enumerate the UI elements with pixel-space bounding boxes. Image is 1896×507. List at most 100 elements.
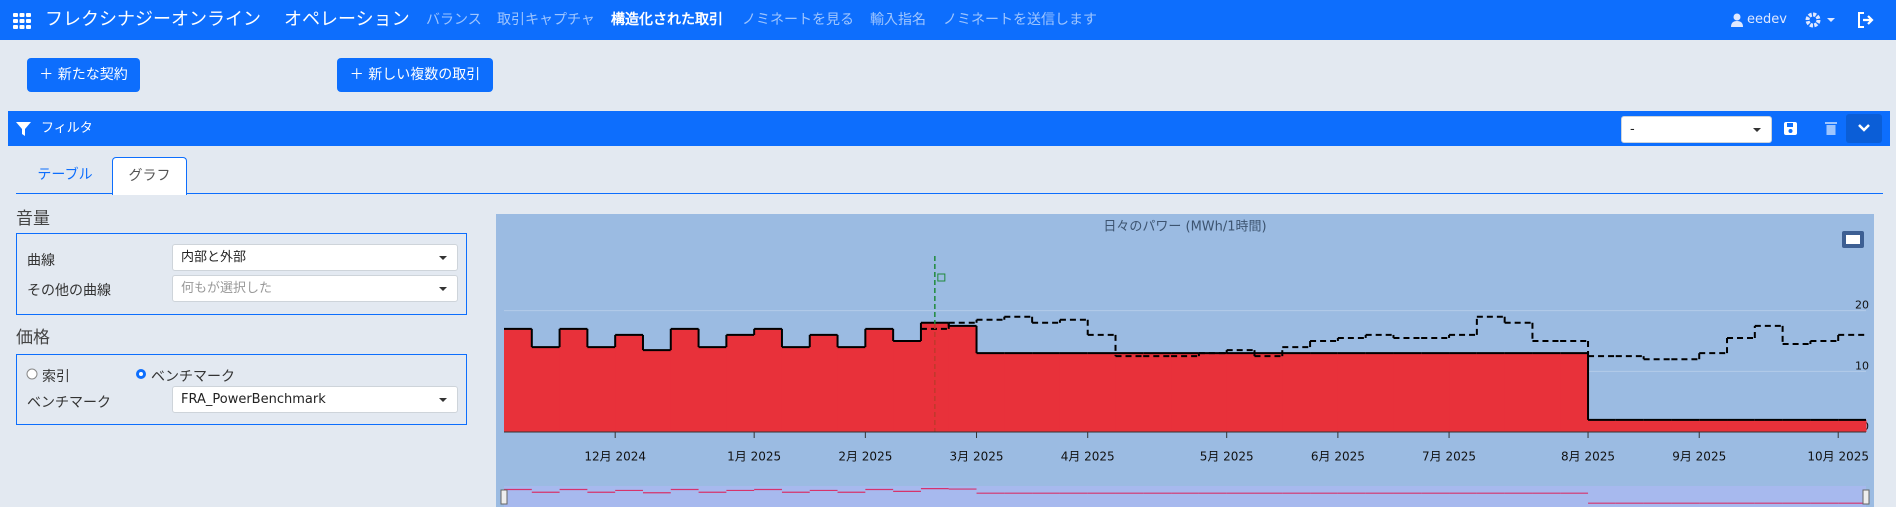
select-value: FRA_PowerBenchmark bbox=[181, 392, 326, 407]
nav-link[interactable]: 構造化された取引 bbox=[611, 12, 723, 28]
filter-select[interactable]: - bbox=[1621, 116, 1772, 143]
user-icon bbox=[1731, 13, 1743, 27]
filter-bar: フィルタ - bbox=[8, 111, 1890, 146]
radio[interactable] bbox=[26, 368, 38, 380]
nav-link[interactable]: ノミネートを見る bbox=[742, 12, 854, 28]
nav-link[interactable]: 取引キャプチャ bbox=[497, 12, 595, 28]
area-segment bbox=[1838, 419, 1867, 432]
area-segment bbox=[754, 328, 783, 432]
area-segment bbox=[1504, 353, 1533, 432]
area-segment bbox=[1532, 353, 1561, 432]
field-label: 曲線 bbox=[27, 253, 55, 269]
area-segment bbox=[1337, 353, 1367, 432]
x-tick-label: 8月 2025 bbox=[1561, 450, 1615, 464]
area-segment bbox=[809, 334, 839, 432]
save-icon[interactable] bbox=[1784, 122, 1797, 135]
new-contract-button[interactable]: ＋ 新たな契約 bbox=[27, 58, 140, 92]
x-tick-label: 7月 2025 bbox=[1422, 450, 1476, 464]
button-label: 新しい複数の取引 bbox=[368, 67, 481, 83]
area-segment bbox=[531, 347, 561, 432]
area-segment bbox=[837, 347, 866, 432]
navigator-handle bbox=[500, 489, 508, 505]
area-segment bbox=[1282, 353, 1311, 432]
collapse-button[interactable] bbox=[1846, 114, 1882, 143]
field-label: その他の曲線 bbox=[27, 283, 111, 299]
filter-icon bbox=[16, 122, 31, 136]
brand[interactable]: フレクシナジーオンライン bbox=[45, 9, 261, 30]
area-segment bbox=[1115, 353, 1144, 432]
area-segment bbox=[781, 347, 811, 432]
y-tick-label: 20 bbox=[1855, 299, 1869, 312]
benchmark-select[interactable]: FRA_PowerBenchmark bbox=[172, 386, 458, 413]
area-segment bbox=[1393, 353, 1422, 432]
area-segment bbox=[976, 353, 1005, 432]
area-segment bbox=[1059, 353, 1089, 432]
area-segment bbox=[1615, 419, 1645, 432]
x-tick-label: 6月 2025 bbox=[1311, 450, 1365, 464]
new-trades-button[interactable]: ＋ 新しい複数の取引 bbox=[337, 58, 493, 92]
x-tick-label: 2月 2025 bbox=[838, 450, 892, 464]
field-label: ベンチマーク bbox=[27, 395, 111, 411]
settings-menu[interactable] bbox=[1805, 12, 1837, 28]
button-label: 新たな契約 bbox=[57, 67, 128, 83]
area-segment bbox=[1810, 419, 1839, 432]
area-segment bbox=[642, 350, 672, 432]
area-segment bbox=[1032, 353, 1061, 432]
chart-title: 日々のパワー (MWh/1時間) bbox=[1103, 220, 1266, 235]
tab[interactable]: テーブル bbox=[37, 167, 93, 183]
curve-select[interactable]: 内部と外部 bbox=[172, 244, 458, 271]
filter-selected: - bbox=[1630, 122, 1635, 137]
nav-link[interactable]: ノミネートを送信します bbox=[943, 12, 1097, 28]
area-segment bbox=[1560, 353, 1589, 432]
x-tick-label: 5月 2025 bbox=[1200, 450, 1254, 464]
area-segment bbox=[948, 325, 978, 432]
area-segment bbox=[1087, 353, 1117, 432]
x-tick-label: 4月 2025 bbox=[1061, 450, 1115, 464]
navbar: フレクシナジーオンライン オペレーション バランス 取引キャプチャ 構造化された… bbox=[0, 0, 1896, 40]
x-tick-label: 1月 2025 bbox=[727, 450, 781, 464]
area-segment bbox=[1143, 353, 1172, 432]
x-tick-label: 12月 2024 bbox=[584, 450, 646, 464]
delete-icon[interactable] bbox=[1825, 121, 1837, 135]
y-tick-label: 10 bbox=[1855, 359, 1869, 372]
area-segment bbox=[1226, 353, 1255, 432]
area-segment bbox=[1643, 419, 1672, 432]
radio-label[interactable]: ベンチマーク bbox=[151, 369, 235, 385]
section-title: 音量 bbox=[16, 209, 50, 229]
area-segment bbox=[1004, 353, 1033, 432]
today-flag bbox=[937, 273, 946, 282]
filter-title[interactable]: フィルタ bbox=[41, 121, 93, 136]
tab-active[interactable]: グラフ bbox=[112, 157, 187, 195]
area-segment bbox=[670, 328, 700, 432]
area-segment bbox=[1754, 419, 1784, 432]
export-button[interactable] bbox=[1842, 231, 1864, 248]
price-box: 索引 ベンチマーク ベンチマーク FRA_PowerBenchmark bbox=[16, 354, 467, 425]
area-segment bbox=[1254, 353, 1283, 432]
radio-label[interactable]: 索引 bbox=[42, 369, 70, 385]
area-segment bbox=[615, 334, 644, 432]
logout-icon[interactable] bbox=[1858, 12, 1875, 28]
nav-link[interactable]: 輸入指名 bbox=[870, 12, 926, 28]
x-tick-label: 9月 2025 bbox=[1672, 450, 1726, 464]
area-segment bbox=[1421, 353, 1450, 432]
area-segment bbox=[1782, 419, 1811, 432]
area-segment bbox=[1365, 353, 1394, 432]
other-curve-select[interactable]: 何もが選択した bbox=[172, 275, 458, 302]
area-segment bbox=[587, 347, 616, 432]
x-tick-label: 10月 2025 bbox=[1807, 450, 1869, 464]
user-name[interactable]: eedev bbox=[1747, 12, 1787, 27]
section[interactable]: オペレーション bbox=[284, 9, 410, 30]
tab-line bbox=[16, 193, 1883, 194]
apps-icon[interactable] bbox=[13, 13, 31, 29]
area-segment bbox=[1699, 419, 1728, 432]
radio-checked[interactable] bbox=[135, 368, 147, 380]
section-title: 価格 bbox=[16, 328, 50, 348]
area-segment bbox=[865, 328, 894, 432]
area-segment bbox=[1588, 419, 1617, 432]
area-segment bbox=[893, 341, 922, 432]
area-segment bbox=[1171, 353, 1200, 432]
nav-link[interactable]: バランス bbox=[426, 12, 482, 28]
navigator-handle bbox=[1862, 489, 1870, 505]
select-placeholder: 何もが選択した bbox=[181, 281, 273, 296]
